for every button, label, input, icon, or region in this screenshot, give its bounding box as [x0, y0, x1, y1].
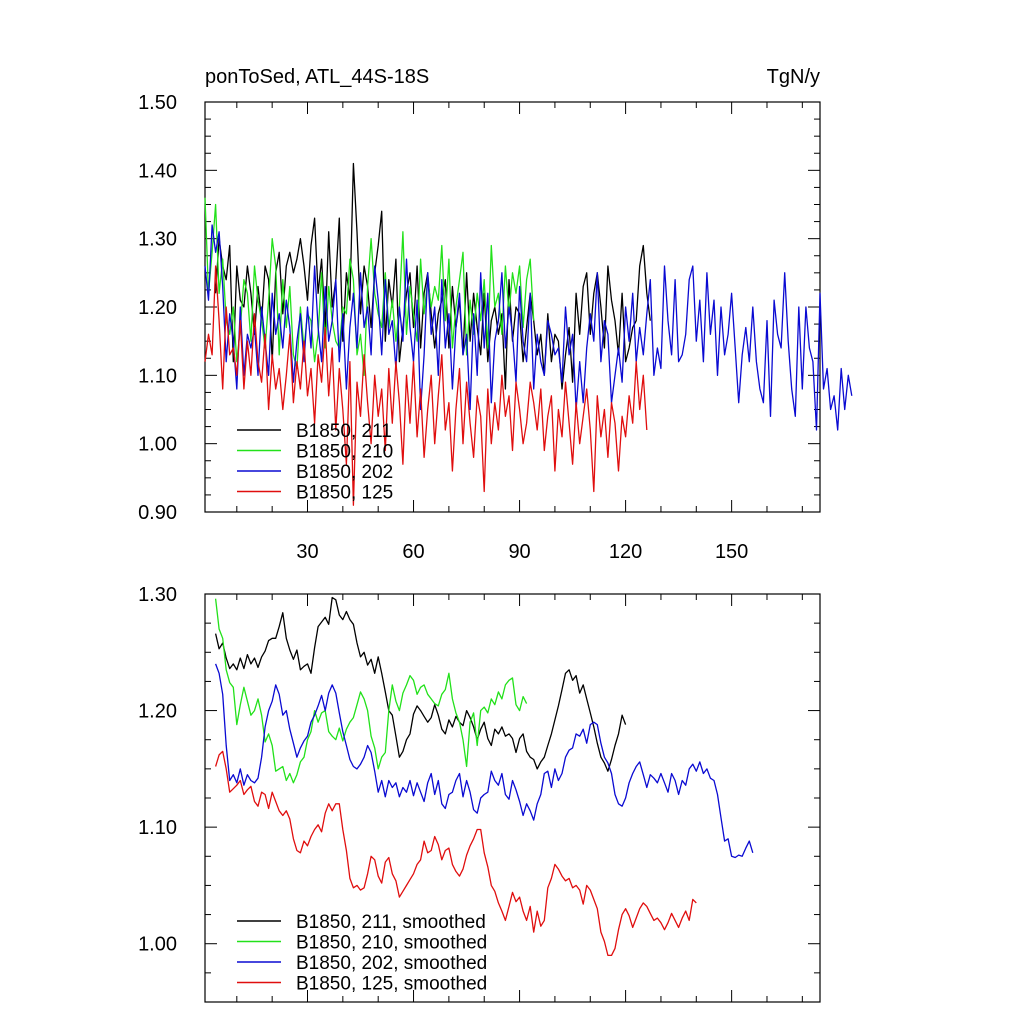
legend-label: B1850, 202, smoothed: [296, 953, 487, 974]
top-chart: ponToSed, ATL_44S-18S TgN/y 30 60 90 120 150…: [138, 66, 853, 563]
x-tick-label: 60: [402, 541, 424, 563]
top-chart-units: TgN/y: [767, 66, 820, 88]
series-line-1: [214, 596, 627, 772]
y-tick-label: 1.10: [138, 365, 177, 387]
bottom-plot-area: 1.00 1.10 1.20 1.30: [138, 584, 821, 1003]
x-tick-label: 90: [508, 541, 530, 563]
x-tick-label: 30: [296, 541, 318, 563]
series-line-3: [204, 224, 853, 431]
legend-label: B1850, 210: [296, 442, 393, 463]
y-tick-label: 0.90: [138, 502, 177, 524]
series-line-2: [204, 197, 535, 376]
y-tick-label: 1.40: [138, 160, 177, 182]
y-tick-label: 1.30: [138, 229, 177, 251]
y-tick-label: 1.50: [138, 92, 177, 114]
legend-label: B1850, 125: [296, 483, 393, 504]
top-plot-area: 30 60 90 120 150 0.90 1.00 1.10 1.20 1.30 1.40 1.50: [138, 92, 853, 563]
y-tick-label: 1.10: [138, 817, 177, 839]
legend-label: B1850, 202: [296, 462, 393, 483]
x-tick-label: 150: [715, 541, 748, 563]
legend-label: B1850, 211, smoothed: [296, 912, 486, 933]
bottom-chart: 1.001.101.201.30 B1850, 211, smoothedB18…: [138, 584, 821, 1003]
legend-label: B1850, 210, smoothed: [296, 933, 487, 954]
y-tick-label: 1.00: [138, 434, 177, 456]
legend-label: B1850, 211: [296, 421, 392, 442]
series-line-4: [214, 750, 697, 957]
y-tick-label: 1.20: [138, 297, 177, 319]
y-tick-label: 1.20: [138, 701, 177, 723]
top-chart-title: ponToSed, ATL_44S-18S: [205, 66, 429, 88]
series-line-1: [214, 162, 651, 390]
series-line-2: [214, 598, 528, 784]
x-tick-label: 120: [609, 541, 642, 563]
y-tick-label: 1.30: [138, 584, 177, 606]
series-line-3: [214, 663, 754, 859]
series-line-4: [204, 265, 648, 506]
legend-label: B1850, 125, smoothed: [296, 974, 487, 995]
y-tick-label: 1.00: [138, 934, 177, 956]
